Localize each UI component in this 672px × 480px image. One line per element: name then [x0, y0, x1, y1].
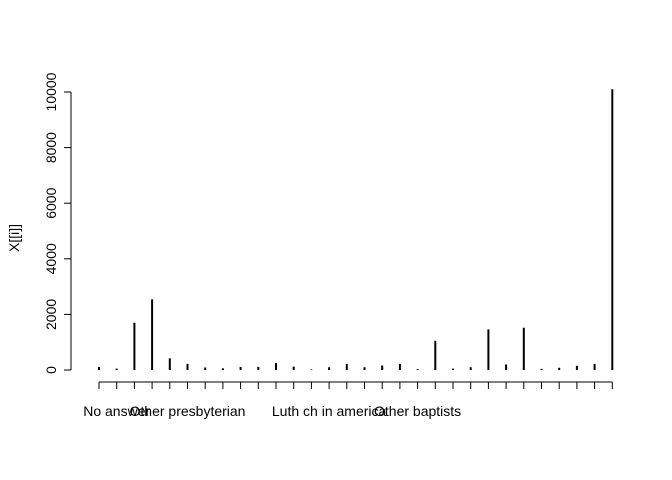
- y-axis-label: X[[i]]: [6, 224, 22, 252]
- x-tick-label: No answer: [83, 403, 150, 419]
- x-tick-label: Other baptists: [374, 403, 461, 419]
- x-tick-label: Other presbyterian: [130, 403, 246, 419]
- y-tick-label: 2000: [43, 299, 59, 330]
- y-axis: 0 2000 4000 6000 8000 10000: [43, 72, 72, 374]
- x-tick-label: Luth ch in america: [272, 403, 387, 419]
- y-tick-label: 10000: [43, 72, 59, 111]
- y-tick-label: 0: [43, 366, 59, 374]
- y-tick-label: 8000: [43, 132, 59, 163]
- y-tick-label: 4000: [43, 243, 59, 274]
- bars: [98, 89, 614, 370]
- y-tick-label: 6000: [43, 187, 59, 218]
